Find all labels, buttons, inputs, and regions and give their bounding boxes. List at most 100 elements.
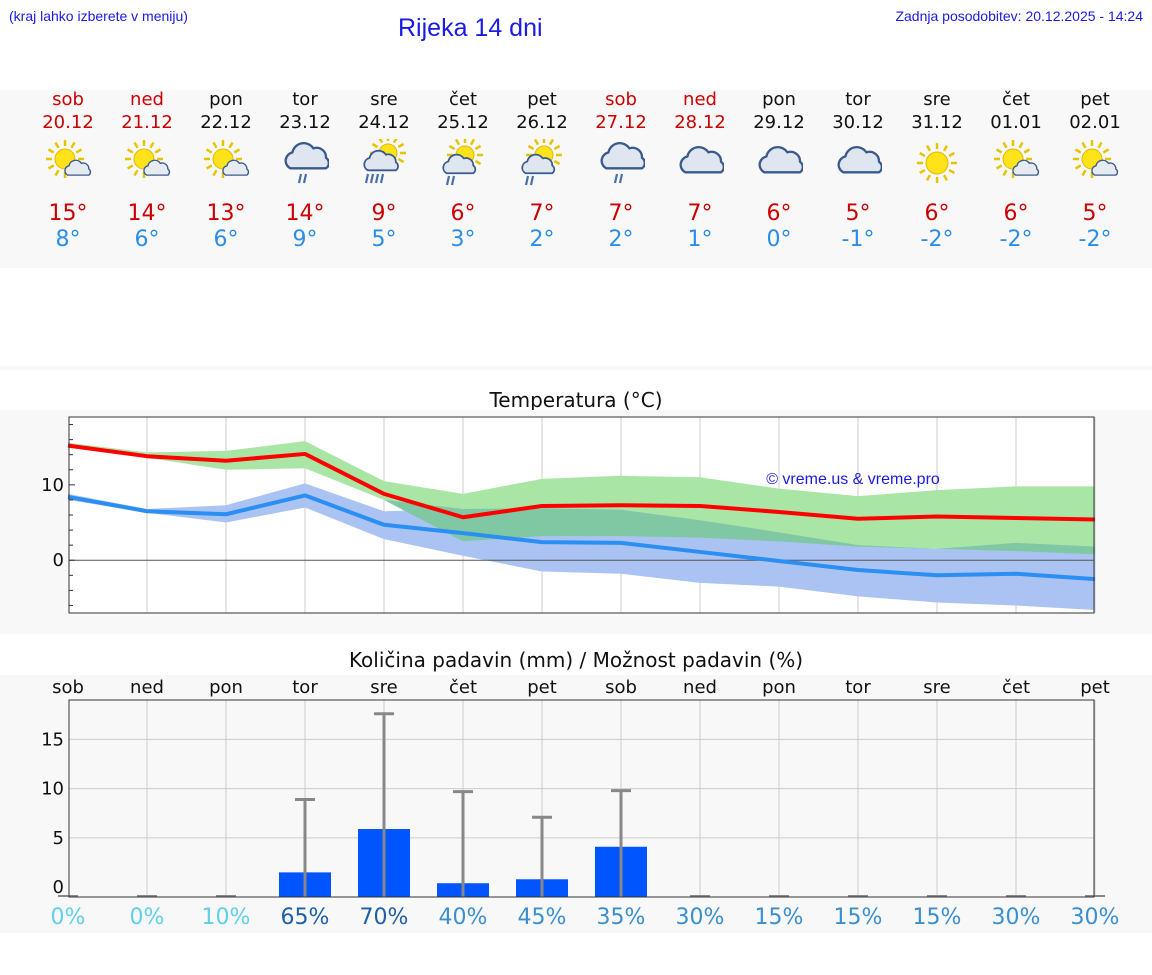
min-temperature: 2° [529,227,555,252]
day-name: čet [448,89,478,110]
sun-cloud-rain-icon [442,139,483,186]
day-name: sre [923,89,951,110]
day-label: pet [527,677,557,698]
day-date: 22.12 [200,112,252,133]
day-column: ned 28.12 7° 1° [660,90,740,253]
temperature-chart: 0 10 © vreme.us & vreme.pro [41,416,1096,614]
min-temperature: 0° [766,227,792,252]
forecast-strip [0,90,1152,268]
day-date: 24.12 [358,112,410,133]
min-temperature: 1° [687,227,713,252]
day-label: sob [52,677,84,698]
day-label: pon [209,677,243,698]
day-date: 01.01 [990,112,1042,133]
sun-cloud-icon [204,140,250,178]
min-temperature: 8° [55,227,81,252]
max-temperature: 5° [845,201,871,226]
day-column: pon 22.12 13° 6° [186,90,266,253]
location-hint: (kraj lahko izberete v meniju) [9,8,188,24]
max-temperature: 5° [1082,201,1108,226]
overlap-band [68,447,1095,555]
precipitation-probability: 15% [754,905,804,930]
day-column: tor 23.12 14° 9° [265,90,345,253]
y-tick-label: 5 [53,828,64,849]
y-tick-label: 0 [53,877,64,898]
day-label: tor [292,677,318,698]
day-label: čet [449,677,477,698]
day-date: 30.12 [832,112,884,133]
min-temperature-line [67,493,1096,582]
max-temperature: 7° [687,201,713,226]
max-temperature: 15° [48,201,88,226]
day-label: ned [130,677,164,698]
max-temperature: 14° [127,201,167,226]
sun-cloud-icon [1073,140,1119,178]
max-temperature: 7° [529,201,555,226]
day-column: sre 31.12 6° -2° [897,90,977,253]
y-tick-label: 15 [41,729,64,750]
day-column: čet 25.12 6° 3° [423,90,503,253]
day-label: čet [1002,677,1030,698]
precipitation-probability: 45% [517,905,567,930]
day-label: sob [605,677,637,698]
precipitation-probability: 15% [912,905,962,930]
min-temperature: 9° [292,227,318,252]
day-label: pon [762,677,796,698]
day-name: tor [292,89,318,110]
precipitation-probability: 35% [596,905,646,930]
max-temperature: 6° [1003,201,1029,226]
cloud-rain-icon [284,142,329,184]
max-temperature: 7° [608,201,634,226]
day-name: pet [527,89,557,110]
precipitation-probability: 70% [359,905,409,930]
y-tick-label: 10 [41,779,64,800]
precipitation-chart-title: Količina padavin (mm) / Možnost padavin … [348,648,804,672]
max-temperature: 6° [450,201,476,226]
cloud-icon [837,146,882,174]
plot-frame [68,699,1095,898]
day-column: čet 01.01 6° -2° [976,90,1056,253]
day-date: 31.12 [911,112,963,133]
max-temperature: 6° [766,201,792,226]
min-temperature: 2° [608,227,634,252]
sun-cloud-icon [994,140,1040,178]
precipitation-probability: 10% [201,905,251,930]
day-name: ned [130,89,164,110]
day-label: sre [370,677,397,698]
min-range-band [68,483,1095,610]
day-date: 02.01 [1069,112,1121,133]
day-label: tor [845,677,871,698]
day-column: tor 30.12 5° -1° [818,90,898,253]
day-name: pet [1080,89,1110,110]
day-column: pet 26.12 7° 2° [502,90,582,253]
min-temperature: 6° [134,227,160,252]
day-date: 21.12 [121,112,173,133]
day-name: sob [52,89,84,110]
day-name: tor [845,89,871,110]
day-date: 20.12 [42,112,94,133]
day-date: 29.12 [753,112,805,133]
precipitation-probability: 30% [991,905,1041,930]
cloud-rain-icon [600,142,645,184]
min-temperature: 6° [213,227,239,252]
min-temperature: -2° [920,227,954,252]
day-date: 23.12 [279,112,331,133]
y-tick-label: 0 [53,550,64,571]
min-temperature: -2° [1078,227,1112,252]
max-range-band [68,441,1095,555]
day-name: pon [209,89,243,110]
page-title: Rijeka 14 dni [398,14,543,42]
sun-cloud-icon [125,140,171,178]
watermark: © vreme.us & vreme.pro [766,471,940,488]
day-label: ned [683,677,717,698]
day-date: 28.12 [674,112,726,133]
day-date: 27.12 [595,112,647,133]
y-tick-label: 10 [41,475,64,496]
precipitation-probability: 0% [129,905,165,930]
day-name: ned [683,89,717,110]
separator [0,366,1152,370]
max-temperature: 9° [371,201,397,226]
precipitation-probability: 30% [1070,905,1120,930]
day-column: ned 21.12 14° 6° [107,90,187,253]
cloud-icon [758,146,803,174]
